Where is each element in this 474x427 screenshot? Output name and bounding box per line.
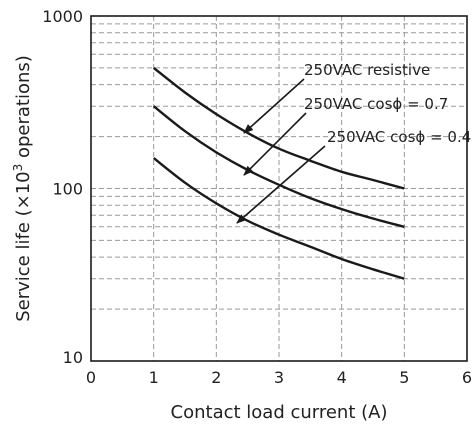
y-axis-label-suffix: operations) <box>13 55 34 164</box>
series-lines <box>152 66 405 280</box>
y-axis-label-prefix: Service life (×10 <box>13 171 34 321</box>
annotation-main: cosϕ = 0.4 <box>390 128 471 146</box>
annotation-arrow-2 <box>243 112 307 176</box>
x-tick-label: 5 <box>399 368 409 387</box>
x-tick-label: 1 <box>149 368 159 387</box>
x-tick-label: 3 <box>274 368 284 387</box>
tick-labels: 0 1 2 3 4 5 6 10 100 1000 <box>42 7 472 387</box>
series-line-3 <box>152 157 405 280</box>
x-axis-label: Contact load current (A) <box>171 402 388 423</box>
y-axis-label: Service life (×103 operations) <box>11 55 34 322</box>
annotation-arrow-3 <box>236 145 326 224</box>
series-line-1 <box>152 66 405 190</box>
series-annotation-1: 250VAC resistive <box>304 61 430 79</box>
annotation-prefix: 250VAC <box>304 61 367 79</box>
annotation-prefix: 250VAC <box>304 95 367 113</box>
annotation-prefix: 250VAC <box>327 128 390 146</box>
series-line-2 <box>152 105 405 228</box>
annotation-main: cosϕ = 0.7 <box>367 95 448 113</box>
annotation-main: resistive <box>367 61 430 79</box>
x-tick-label: 0 <box>86 368 96 387</box>
x-tick-label: 4 <box>337 368 347 387</box>
x-tick-label: 2 <box>211 368 221 387</box>
annotation-arrow-1 <box>243 78 305 134</box>
x-tick-label: 6 <box>462 368 472 387</box>
grid <box>91 16 467 361</box>
y-tick-label: 100 <box>52 180 83 199</box>
y-axis-label-superscript: 3 <box>11 164 25 172</box>
y-tick-label: 1000 <box>42 7 83 26</box>
y-tick-label: 10 <box>63 348 83 367</box>
series-annotation-3: 250VAC cosϕ = 0.4 <box>327 128 471 146</box>
series-annotation-2: 250VAC cosϕ = 0.7 <box>304 95 448 113</box>
plot-frame <box>90 15 468 362</box>
